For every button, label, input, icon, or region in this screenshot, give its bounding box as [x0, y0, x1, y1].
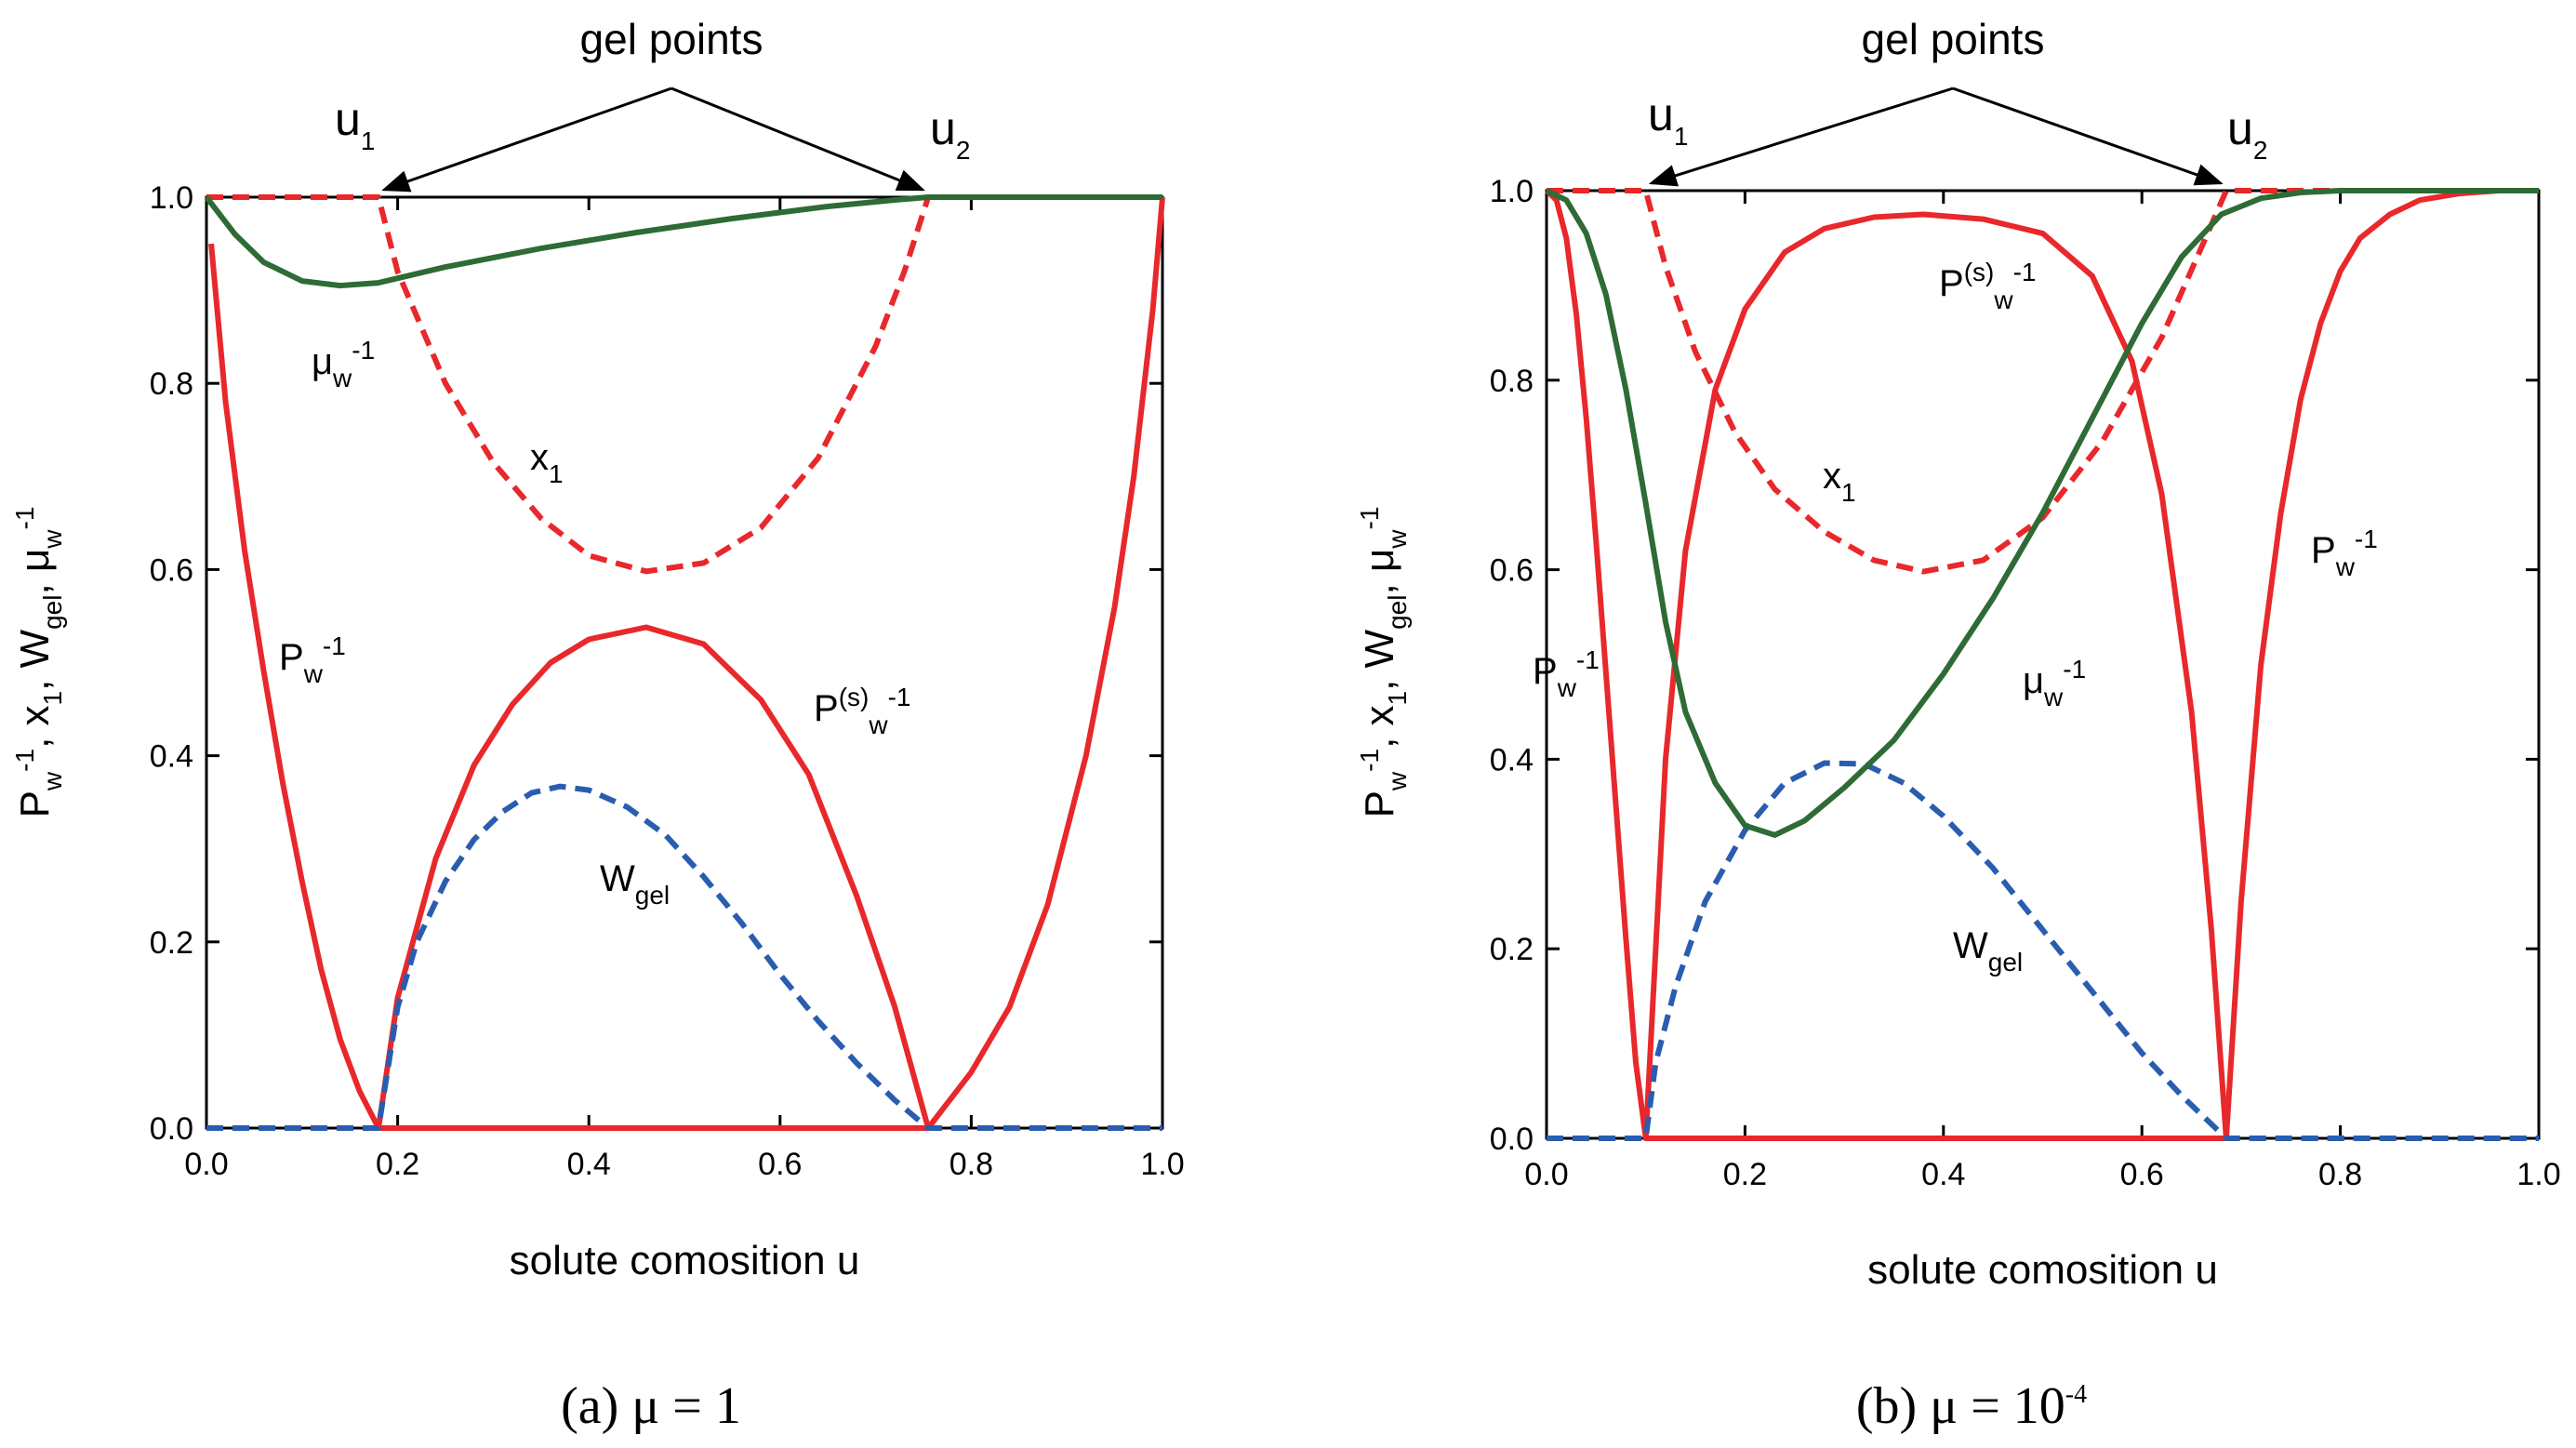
- x-tick-label: 0.2: [376, 1147, 419, 1182]
- x-tick-label: 1.0: [1140, 1147, 1184, 1182]
- x-tick-label: 0.2: [1723, 1157, 1767, 1192]
- panel-caption: (a) μ = 1: [561, 1377, 741, 1435]
- panel-caption: (b) μ = 10-4: [1856, 1377, 2087, 1435]
- x-tick-label: 0.4: [1921, 1157, 1965, 1192]
- curve-label: Wgel: [600, 858, 670, 910]
- chart-panel-b: 0.0 0.2 0.4 0.6 0.8 1.0 0.0 0.2 0.4 0.6 0.8 1.0 P(s)…: [1355, 15, 2561, 1435]
- u1-label: u1: [1648, 88, 1688, 151]
- y-axis-label: Pw-1, x1, Wgel, μw-1: [1355, 507, 1412, 818]
- x-tick-label: 0.0: [184, 1147, 228, 1182]
- y-tick-label: 0.2: [1490, 932, 1534, 967]
- series-line-x-1: [206, 194, 1162, 575]
- y-tick-label: 0.4: [150, 739, 193, 775]
- y-tick-label: 0.2: [150, 925, 193, 961]
- curve-label: Wgel: [1953, 925, 2023, 976]
- series-line-w-gel: [206, 783, 1162, 1131]
- u2-label: u2: [2227, 102, 2267, 165]
- x-tick-label: 0.6: [2120, 1157, 2164, 1192]
- curve-label: μw-1: [312, 336, 375, 392]
- curve-label: x1: [1823, 456, 1856, 507]
- series-line--w-1: [1545, 188, 2539, 838]
- gel-points-label: gel points: [580, 15, 764, 63]
- y-tick-label: 0.4: [1490, 742, 1534, 777]
- y-axis-label: Pw-1, x1, Wgel, μw-1: [10, 507, 67, 818]
- gel-arrow-u2: [1952, 86, 2224, 186]
- curve-label: Pw-1: [279, 631, 346, 688]
- y-tick-label: 0.8: [150, 366, 193, 402]
- y-tick-label: 1.0: [1490, 174, 1534, 209]
- series-line--w-1: [204, 194, 1162, 289]
- u2-label: u2: [930, 102, 970, 165]
- y-tick-label: 0.8: [1490, 364, 1534, 399]
- series-line-w-gel: [1547, 760, 2539, 1141]
- chart-panel-a: 0.0 0.2 0.4 0.6 0.8 1.0 0.0 0.2 0.4 0.6 0.8 1.0 μw-1…: [10, 15, 1185, 1435]
- curve-label: Pw-1: [1533, 645, 1600, 702]
- gel-arrow-u1: [1648, 86, 1954, 187]
- curve-label: Pw-1: [2311, 525, 2378, 581]
- series-line-p-s-w-1: [376, 624, 931, 1129]
- x-tick-label: 0.8: [949, 1147, 993, 1182]
- y-tick-label: 0.6: [150, 552, 193, 588]
- u1-label: u1: [335, 93, 375, 155]
- y-tick-label: 0.6: [1490, 553, 1534, 589]
- x-tick-label: 0.8: [2318, 1157, 2362, 1192]
- curve-label: x1: [530, 437, 564, 488]
- series-line-p-w-1: [1544, 188, 2539, 1141]
- curve-label: μw-1: [2023, 655, 2086, 711]
- gel-arrow-u1: [381, 86, 672, 193]
- x-axis-label: solute comosition u: [1867, 1247, 2218, 1293]
- y-tick-label: 0.0: [1490, 1122, 1534, 1157]
- curve-label: P(s)w-1: [814, 683, 910, 739]
- x-tick-label: 1.0: [2516, 1157, 2560, 1192]
- x-axis-label: solute comosition u: [510, 1238, 860, 1283]
- curve-label: P(s)w-1: [1939, 258, 2036, 314]
- gel-arrow-u2: [671, 86, 925, 192]
- series-line-x-1: [1547, 188, 2539, 575]
- series-line-p-s-w-1: [1642, 211, 2229, 1139]
- y-tick-label: 1.0: [150, 180, 193, 216]
- x-tick-label: 0.4: [567, 1147, 611, 1182]
- y-tick-label: 0.0: [150, 1111, 193, 1147]
- gel-points-label: gel points: [1862, 15, 2045, 63]
- x-tick-label: 0.6: [758, 1147, 802, 1182]
- x-tick-label: 0.0: [1524, 1157, 1568, 1192]
